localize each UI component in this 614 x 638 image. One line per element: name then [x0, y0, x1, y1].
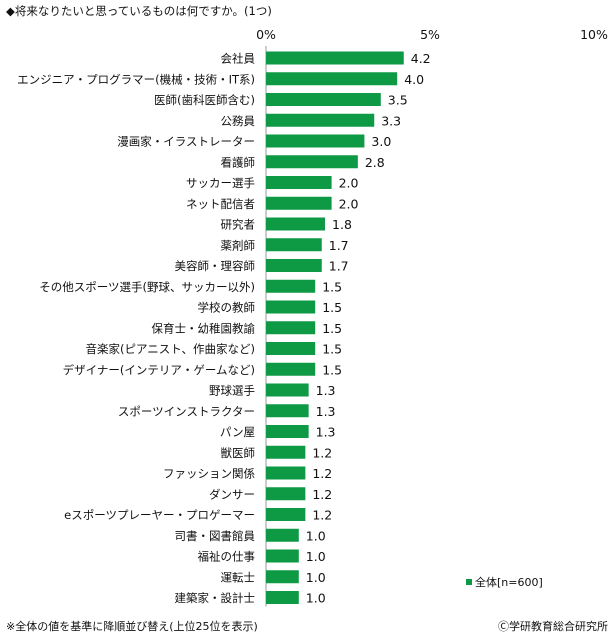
bar [266, 445, 306, 459]
value-label: 4.2 [411, 51, 431, 66]
category-label: 保育士・幼稚園教諭 [152, 321, 256, 335]
value-label: 1.5 [322, 279, 342, 294]
bar [266, 72, 398, 86]
category-label: 学校の教師 [198, 301, 256, 315]
value-label: 1.5 [322, 321, 342, 336]
bar [266, 93, 381, 106]
category-label: 会社員 [221, 52, 256, 66]
bar [266, 570, 299, 584]
category-label: ファッション関係 [163, 467, 255, 481]
bar [266, 508, 306, 521]
bar [266, 134, 365, 148]
category-label: 野球選手 [209, 384, 255, 398]
value-label: 3.0 [371, 134, 391, 149]
bar [266, 362, 316, 376]
category-label: 音楽家(ピアニスト、作曲家など) [85, 342, 255, 356]
tick-label: 5% [420, 27, 440, 42]
category-label: サッカー選手 [186, 176, 255, 190]
category-label: デザイナー(インテリア・ゲームなど) [63, 363, 255, 377]
category-label: ダンサー [209, 487, 255, 501]
bar [266, 113, 375, 127]
category-label: 医師(歯科医師含む) [154, 93, 255, 107]
value-label: 1.3 [316, 425, 336, 440]
category-label: 漫画家・イラストレーター [117, 135, 255, 149]
category-label: その他スポーツ選手(野球、サッカー以外) [39, 280, 255, 294]
category-label: 看護師 [221, 155, 256, 169]
category-label: スポーツインストラクター [118, 404, 255, 418]
category-label: 美容師・理容師 [175, 259, 256, 273]
category-label: 福祉の仕事 [198, 550, 256, 564]
legend-label: 全体[n=600] [475, 576, 543, 589]
value-label: 1.3 [316, 383, 336, 398]
value-label: 3.3 [381, 113, 401, 128]
value-label: 2.8 [365, 155, 385, 170]
value-label: 1.5 [322, 300, 342, 315]
bar [266, 196, 332, 210]
value-label: 1.2 [312, 487, 332, 502]
value-label: 1.0 [306, 570, 326, 585]
category-label: ネット配信者 [186, 197, 255, 211]
value-label: 1.5 [322, 342, 342, 357]
value-label: 1.7 [329, 259, 349, 274]
bar [266, 300, 316, 314]
value-label: 2.0 [339, 176, 359, 191]
tick-label: 0% [256, 27, 276, 42]
bar [266, 321, 316, 335]
category-label: 建築家・設計士 [175, 591, 256, 605]
value-label: 4.0 [404, 72, 424, 87]
bar [266, 549, 299, 563]
value-label: 1.7 [329, 238, 349, 253]
category-label: eスポーツプレーヤー・プロゲーマー [64, 508, 255, 522]
bar [266, 383, 309, 397]
value-label: 2.0 [339, 196, 359, 211]
bar [266, 425, 309, 438]
chart-title: ◆将来なりたいと思っているものは何ですか。(1つ) [6, 4, 272, 18]
value-label: 1.2 [312, 466, 332, 481]
category-label: 司書・図書館員 [175, 529, 256, 543]
category-label: 薬剤師 [221, 238, 256, 252]
value-label: 1.2 [312, 445, 332, 460]
value-label: 1.2 [312, 508, 332, 523]
category-label: パン屋 [220, 425, 255, 439]
bar [266, 238, 322, 252]
bar [266, 487, 306, 501]
value-label: 1.3 [316, 404, 336, 419]
legend-swatch [466, 579, 472, 585]
tick-label: 10% [580, 27, 608, 42]
category-label: 獣医師 [221, 446, 256, 460]
legend: 全体[n=600] [466, 574, 543, 590]
bar [266, 342, 316, 355]
bar [266, 176, 332, 189]
bar [266, 528, 299, 542]
category-label: 公務員 [221, 114, 256, 128]
footnote: ※全体の値を基準に降順並び替え(上位25位を表示) [6, 620, 258, 633]
bar [266, 466, 306, 480]
category-label: エンジニア・プログラマー(機械・技術・IT系) [17, 72, 255, 86]
bar [266, 279, 316, 293]
value-label: 1.0 [306, 528, 326, 543]
value-label: 1.8 [332, 217, 352, 232]
value-label: 1.5 [322, 362, 342, 377]
bar [266, 591, 299, 604]
value-label: 1.0 [306, 591, 326, 606]
bar [266, 259, 322, 272]
category-label: 研究者 [221, 218, 256, 232]
value-label: 1.0 [306, 549, 326, 564]
copyright: Ⓒ学研教育総合研究所 [498, 620, 608, 633]
bar [266, 51, 404, 65]
category-label: 運転士 [221, 570, 256, 584]
bar [266, 404, 309, 418]
bar [266, 155, 358, 169]
value-label: 3.5 [388, 93, 408, 108]
bar [266, 217, 326, 231]
